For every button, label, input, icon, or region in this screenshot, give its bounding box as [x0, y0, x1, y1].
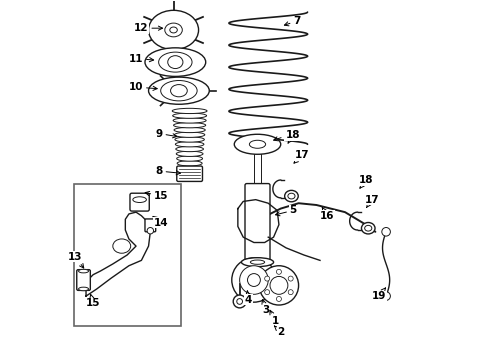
Circle shape: [270, 276, 288, 294]
Bar: [74, 184, 181, 327]
Text: 2: 2: [274, 326, 284, 337]
Circle shape: [276, 296, 281, 301]
Circle shape: [382, 292, 391, 300]
Text: 18: 18: [359, 175, 374, 188]
FancyBboxPatch shape: [245, 184, 270, 260]
Ellipse shape: [78, 269, 89, 273]
Ellipse shape: [168, 56, 183, 68]
Text: 5: 5: [275, 205, 297, 216]
Ellipse shape: [362, 222, 375, 234]
Circle shape: [232, 258, 276, 302]
Text: 12: 12: [134, 23, 163, 33]
Ellipse shape: [165, 23, 182, 37]
Circle shape: [265, 290, 270, 295]
Circle shape: [259, 266, 298, 305]
Ellipse shape: [145, 48, 206, 76]
Ellipse shape: [234, 134, 281, 154]
Text: 9: 9: [156, 129, 177, 139]
Ellipse shape: [285, 190, 298, 202]
FancyBboxPatch shape: [177, 166, 202, 181]
Bar: [254, 144, 261, 185]
FancyBboxPatch shape: [130, 193, 149, 211]
Text: 13: 13: [68, 252, 84, 268]
Ellipse shape: [176, 151, 203, 157]
Ellipse shape: [175, 137, 204, 142]
Circle shape: [233, 295, 246, 308]
Text: 11: 11: [129, 54, 154, 64]
Ellipse shape: [172, 108, 207, 113]
Ellipse shape: [113, 239, 131, 253]
Text: 7: 7: [284, 16, 300, 26]
Ellipse shape: [148, 10, 198, 50]
Ellipse shape: [159, 52, 192, 72]
Text: 15: 15: [86, 294, 100, 308]
Text: 18: 18: [286, 130, 300, 143]
Text: 6: 6: [273, 130, 292, 141]
Text: 8: 8: [156, 166, 180, 176]
Circle shape: [276, 269, 281, 274]
Ellipse shape: [172, 113, 207, 118]
Ellipse shape: [365, 225, 372, 231]
Ellipse shape: [250, 260, 265, 264]
Ellipse shape: [148, 77, 209, 104]
Polygon shape: [86, 212, 150, 296]
Circle shape: [247, 274, 260, 287]
Ellipse shape: [173, 118, 206, 123]
Circle shape: [147, 228, 153, 234]
Text: 3: 3: [262, 300, 270, 315]
Text: 16: 16: [320, 207, 334, 221]
Text: 10: 10: [129, 82, 157, 92]
Ellipse shape: [171, 85, 187, 97]
Ellipse shape: [170, 27, 177, 33]
Text: 14: 14: [153, 216, 169, 228]
Ellipse shape: [78, 287, 89, 291]
Circle shape: [382, 228, 391, 236]
Text: 19: 19: [372, 288, 386, 301]
Ellipse shape: [161, 81, 197, 101]
Circle shape: [237, 298, 243, 304]
Circle shape: [288, 290, 293, 295]
Ellipse shape: [177, 156, 202, 161]
Ellipse shape: [173, 123, 206, 128]
Ellipse shape: [133, 197, 147, 203]
FancyBboxPatch shape: [77, 270, 90, 291]
Circle shape: [240, 266, 268, 294]
Ellipse shape: [176, 147, 203, 152]
Text: 17: 17: [294, 150, 310, 163]
Ellipse shape: [175, 141, 204, 147]
Ellipse shape: [174, 132, 205, 138]
Text: 1: 1: [270, 310, 279, 326]
Circle shape: [288, 276, 293, 281]
Ellipse shape: [249, 140, 266, 148]
Ellipse shape: [177, 161, 202, 166]
Text: 17: 17: [365, 195, 379, 208]
Text: 4: 4: [245, 291, 252, 305]
FancyBboxPatch shape: [145, 219, 156, 232]
Ellipse shape: [242, 258, 273, 267]
Polygon shape: [238, 200, 279, 243]
Ellipse shape: [174, 127, 205, 132]
Text: 15: 15: [145, 191, 168, 201]
Circle shape: [265, 276, 270, 281]
Ellipse shape: [288, 193, 295, 199]
